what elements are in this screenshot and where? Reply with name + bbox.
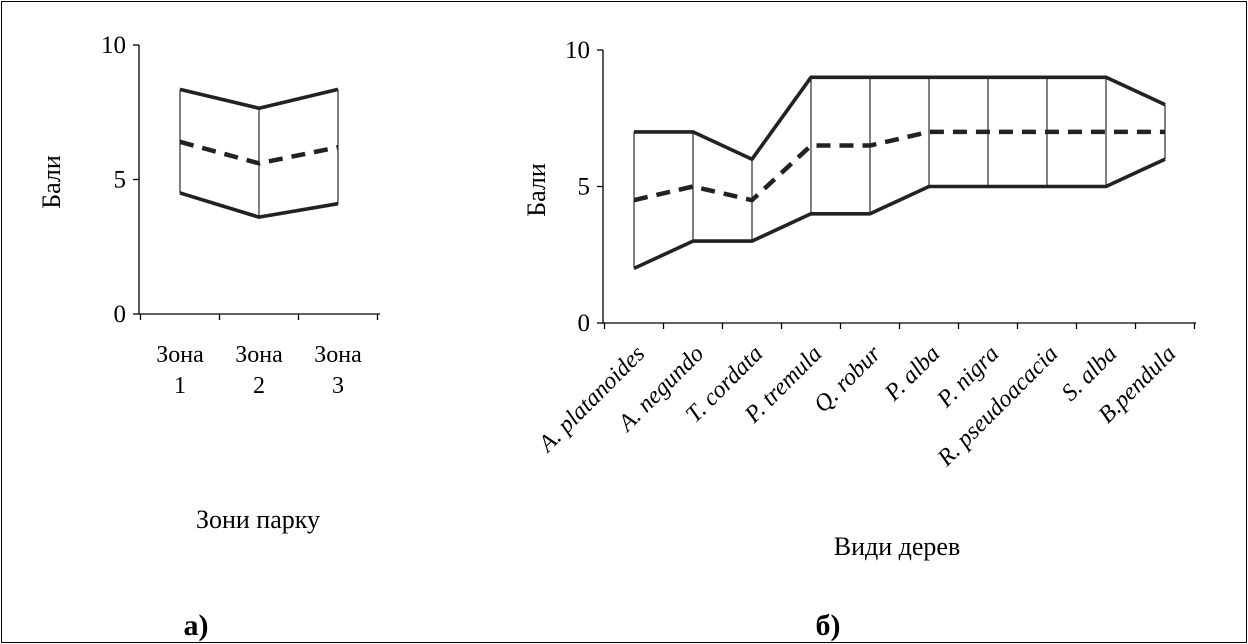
y-axis-title: Бали (522, 163, 551, 217)
series-line-min (633, 157, 1166, 271)
y-tick-label: 0 (578, 310, 591, 337)
x-tick-label: Зона 1 (156, 342, 204, 399)
y-tick-label: 5 (114, 167, 127, 194)
x-tick-label-line: 1 (174, 373, 186, 399)
y-tick-label: 10 (101, 32, 126, 59)
panel-label: б) (816, 609, 841, 642)
chart-panel-1: 0 5 10 Зона 1 Зона 2 Зона 3 Зони парку Бали а) (37, 32, 380, 642)
x-tick-label-line: 3 (332, 373, 344, 399)
series-line-mean (633, 129, 1165, 203)
panel-label: а) (184, 609, 209, 642)
x-axis-title: Види дерев (834, 532, 960, 561)
series-line-max (634, 75, 1166, 161)
x-tick-label: Зона 3 (314, 342, 362, 399)
x-axis-title: Зони парку (196, 505, 320, 534)
series-line-min (179, 191, 339, 219)
series-line-mean (179, 139, 339, 166)
x-tick-label-line: Зона (314, 342, 362, 368)
y-tick-label: 5 (578, 174, 591, 201)
x-tick-label-line: Зона (156, 342, 204, 368)
y-tick-label: 0 (114, 301, 127, 328)
x-tick-label-line: 2 (253, 373, 265, 399)
series-line-max (179, 87, 339, 111)
x-tick-label: Q. robur (809, 340, 887, 418)
x-tick-label: Зона 2 (235, 342, 283, 399)
x-tick-label-line: Зона (235, 342, 283, 368)
y-tick-label: 10 (565, 37, 590, 64)
y-axis-title: Бали (37, 155, 66, 209)
